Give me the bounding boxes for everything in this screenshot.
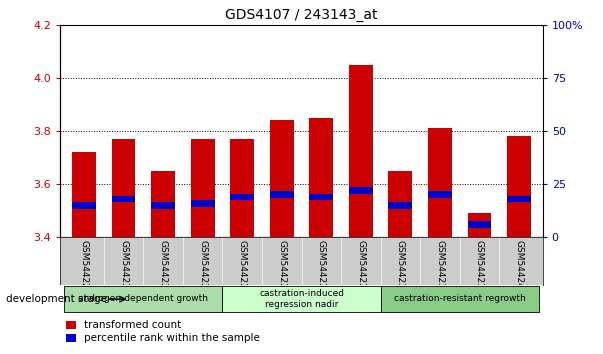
- Bar: [270, 120, 294, 237]
- Bar: [428, 192, 452, 198]
- Text: androgen-dependent growth: androgen-dependent growth: [78, 294, 208, 303]
- Bar: [309, 194, 333, 200]
- Text: GSM544240: GSM544240: [514, 240, 523, 294]
- Bar: [72, 152, 96, 237]
- Bar: [112, 139, 136, 237]
- Bar: [380, 286, 538, 312]
- Text: GSM544234: GSM544234: [277, 240, 286, 294]
- Text: GSM544231: GSM544231: [159, 240, 168, 294]
- Text: GSM544230: GSM544230: [119, 240, 128, 294]
- Bar: [72, 202, 96, 209]
- Text: GSM544229: GSM544229: [80, 240, 89, 294]
- Bar: [349, 187, 373, 194]
- Bar: [112, 196, 136, 202]
- Bar: [388, 202, 412, 209]
- Text: development stage: development stage: [6, 294, 107, 304]
- Title: GDS4107 / 243143_at: GDS4107 / 243143_at: [226, 8, 377, 22]
- Bar: [270, 192, 294, 198]
- Legend: transformed count, percentile rank within the sample: transformed count, percentile rank withi…: [66, 320, 260, 343]
- Text: GSM544236: GSM544236: [356, 240, 365, 294]
- Text: GSM544237: GSM544237: [396, 240, 405, 294]
- Text: GSM544238: GSM544238: [435, 240, 444, 294]
- Bar: [151, 171, 175, 237]
- Bar: [309, 118, 333, 237]
- Bar: [230, 139, 254, 237]
- Bar: [191, 200, 215, 206]
- Text: GSM544235: GSM544235: [317, 240, 326, 294]
- Bar: [349, 64, 373, 237]
- Bar: [388, 171, 412, 237]
- Bar: [507, 196, 531, 202]
- Text: GSM544233: GSM544233: [238, 240, 247, 294]
- Text: castration-induced
regression nadir: castration-induced regression nadir: [259, 289, 344, 309]
- Bar: [65, 286, 223, 312]
- Bar: [507, 136, 531, 237]
- Bar: [223, 286, 380, 312]
- Bar: [467, 213, 491, 237]
- Text: castration-resistant regrowth: castration-resistant regrowth: [394, 294, 526, 303]
- Text: GSM544232: GSM544232: [198, 240, 207, 294]
- Bar: [428, 128, 452, 237]
- Bar: [151, 202, 175, 209]
- Bar: [191, 139, 215, 237]
- Bar: [467, 221, 491, 228]
- Text: GSM544239: GSM544239: [475, 240, 484, 294]
- Bar: [230, 194, 254, 200]
